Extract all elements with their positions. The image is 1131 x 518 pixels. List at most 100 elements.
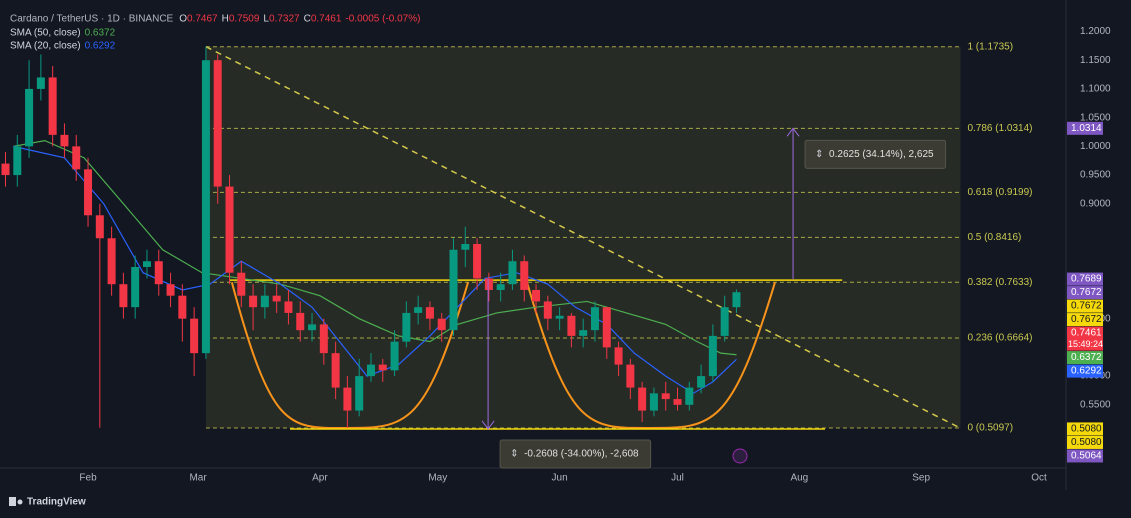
price-badge-label: 1.0314 xyxy=(1071,123,1102,134)
candle-body xyxy=(13,146,22,176)
price-badge-label: 0.7689 xyxy=(1071,274,1102,285)
candle-body xyxy=(343,387,352,411)
candle-body xyxy=(72,146,81,170)
ohlc-key: C xyxy=(304,14,311,25)
candle-body xyxy=(36,77,45,89)
price-badge-label: 0.7672 xyxy=(1071,301,1102,312)
x-tick-label: Jul xyxy=(671,473,684,484)
candle-body xyxy=(532,289,541,302)
ohlc-value: 0.7467 xyxy=(187,14,218,25)
legend-value: 0.6292 xyxy=(85,41,116,52)
legend-name: SMA (20, close) xyxy=(10,41,81,52)
candle-body xyxy=(473,244,482,279)
ohlc-key: O xyxy=(179,14,187,25)
candle-body xyxy=(496,284,505,290)
candle-body xyxy=(178,295,187,319)
candle-body xyxy=(1,163,10,176)
candle-body xyxy=(579,330,588,336)
x-tick-label: Jun xyxy=(552,473,568,484)
candle-body xyxy=(638,387,647,411)
price-badge xyxy=(1067,364,1103,378)
candle-body xyxy=(142,261,151,267)
candle-body xyxy=(378,364,387,371)
candle-body xyxy=(414,307,423,313)
fib-label: 0.786 (1.0314) xyxy=(967,123,1032,134)
candle-body xyxy=(390,341,399,371)
candle-body xyxy=(237,272,246,296)
price-badge-label: 0.7672 xyxy=(1071,314,1102,325)
candle-body xyxy=(107,238,116,285)
symbol: Cardano / TetherUS · 1D · BINANCE xyxy=(10,14,174,25)
measure-arrow xyxy=(786,127,800,137)
measure-box: ⇕ -0.2608 (-34.00%), -2,608 xyxy=(499,439,652,469)
measure-arrow xyxy=(481,420,495,430)
price-badge xyxy=(1067,422,1103,436)
legend-name: SMA (50, close) xyxy=(10,28,81,39)
price-badge-label: 0.7672 xyxy=(1071,287,1102,298)
change: -0.0005 (-0.07%) xyxy=(345,14,420,25)
x-tick-label: Mar xyxy=(189,473,207,484)
x-tick-label: Aug xyxy=(790,473,808,484)
price-badge xyxy=(1067,272,1103,286)
measure-box: ⇕ 0.2625 (34.14%), 2,625 xyxy=(804,139,947,169)
alert-icon[interactable] xyxy=(732,448,748,464)
candle-body xyxy=(60,134,69,147)
y-tick-label: 0.5500 xyxy=(1080,399,1111,410)
candle-body xyxy=(567,315,576,336)
sma-line xyxy=(13,145,737,395)
candle-body xyxy=(602,307,611,348)
ohlc-key: H xyxy=(222,14,229,25)
price-badge-label: 0.5080 xyxy=(1071,437,1102,448)
y-tick-label: 1.0000 xyxy=(1080,141,1111,152)
candle-body xyxy=(461,244,470,250)
candle-body xyxy=(25,88,34,147)
price-badge xyxy=(1067,121,1103,135)
x-tick-label: Feb xyxy=(79,473,97,484)
candle-body xyxy=(131,266,140,308)
y-tick-label: 0.9000 xyxy=(1080,198,1111,209)
price-badge xyxy=(1067,286,1103,300)
cup xyxy=(230,282,470,429)
x-tick-label: Oct xyxy=(1031,473,1047,484)
candle-body xyxy=(225,186,234,273)
candle-body xyxy=(437,318,446,331)
price-badge xyxy=(1067,299,1103,313)
brand-logo xyxy=(17,499,23,505)
fib-label: 1 (1.1735) xyxy=(967,41,1013,52)
candle-body xyxy=(154,261,163,285)
candle-body xyxy=(366,364,375,377)
candle-body xyxy=(95,215,104,239)
candle-body xyxy=(319,324,328,354)
candle-body xyxy=(708,335,717,377)
ohlc-value: 0.7509 xyxy=(229,14,260,25)
y-tick-label: 1.2000 xyxy=(1080,26,1111,37)
price-badge xyxy=(1067,449,1103,463)
cup xyxy=(526,282,776,429)
candle-body xyxy=(272,295,281,302)
x-tick-label: Sep xyxy=(912,473,930,484)
price-badge xyxy=(1067,313,1103,327)
fib-label: 0.618 (0.9199) xyxy=(967,187,1032,198)
y-tick-label: 1.1500 xyxy=(1080,55,1111,66)
candle-body xyxy=(449,249,458,331)
candle-body xyxy=(425,307,434,319)
measure-icon: ⇕ xyxy=(510,449,518,460)
candle-body xyxy=(296,312,305,331)
fib-label: 0.236 (0.6664) xyxy=(967,333,1032,344)
candle-body xyxy=(249,295,258,308)
plot-area xyxy=(1,46,961,430)
measure-label: -0.2608 (-34.00%), -2,608 xyxy=(524,449,639,460)
price-badge xyxy=(1067,326,1103,351)
candle-body xyxy=(590,307,599,331)
fib-label: 0.5 (0.8416) xyxy=(967,232,1021,243)
price-badge xyxy=(1067,351,1103,365)
ohlc-value: 0.7327 xyxy=(269,14,300,25)
candle-body xyxy=(190,318,199,354)
candle-body xyxy=(543,301,552,319)
price-badge xyxy=(1067,435,1103,449)
ohlc: O 0.7467 H 0.7509 L 0.7327 C 0.7461 -0.0005 (-0.… xyxy=(179,14,420,25)
candle-body xyxy=(402,312,411,342)
candle-body xyxy=(48,77,57,135)
